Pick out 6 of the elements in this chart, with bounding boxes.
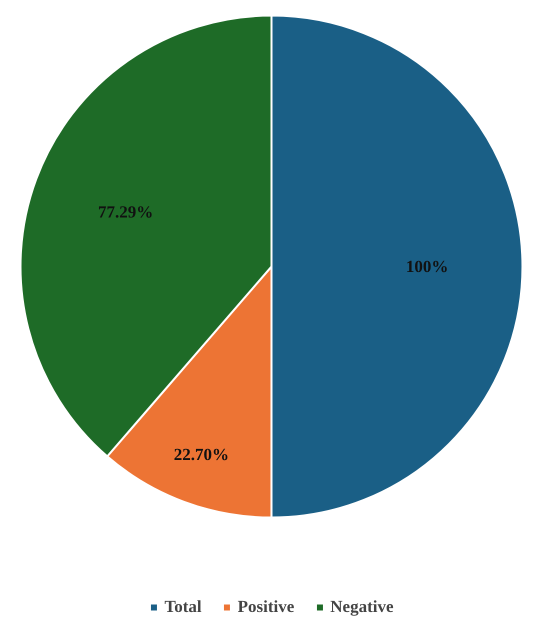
legend-label: Total: [164, 597, 202, 617]
data-label: 22.70%: [174, 445, 229, 464]
legend-label: Positive: [238, 597, 294, 617]
data-label: 77.29%: [98, 202, 154, 222]
data-label: 100%: [406, 257, 448, 276]
legend-label: Negative: [330, 597, 394, 617]
